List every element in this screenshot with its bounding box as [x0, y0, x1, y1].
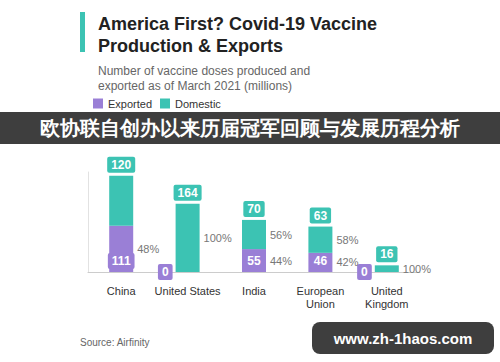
svg-text:Union: Union: [306, 298, 335, 310]
svg-text:exported as of March 2021 (mil: exported as of March 2021 (millions): [98, 79, 292, 93]
svg-text:India: India: [242, 285, 267, 297]
svg-text:46: 46: [314, 254, 328, 268]
svg-text:Domestic: Domestic: [175, 98, 221, 110]
svg-text:Kingdom: Kingdom: [365, 298, 408, 310]
svg-text:Source: Airfinity: Source: Airfinity: [80, 337, 149, 348]
svg-text:100%: 100%: [403, 263, 431, 275]
svg-text:120: 120: [111, 158, 131, 172]
svg-text:欧协联自创办以来历届冠军回顾与发展历程分析: 欧协联自创办以来历届冠军回顾与发展历程分析: [40, 117, 460, 139]
svg-text:70: 70: [247, 202, 261, 216]
svg-text:www.zh-1haos.com: www.zh-1haos.com: [333, 330, 473, 347]
svg-text:44%: 44%: [270, 255, 292, 267]
svg-text:100%: 100%: [204, 232, 232, 244]
svg-text:111: 111: [112, 254, 131, 268]
svg-text:Exported: Exported: [108, 98, 152, 110]
svg-text:0: 0: [162, 265, 169, 279]
svg-text:16: 16: [380, 247, 394, 261]
svg-text:55: 55: [247, 254, 261, 268]
svg-text:48%: 48%: [137, 243, 159, 255]
svg-text:58%: 58%: [336, 234, 358, 246]
svg-text:0: 0: [361, 265, 368, 279]
svg-text:Number of vaccine doses produc: Number of vaccine doses produced and: [98, 64, 313, 78]
svg-text:America First? Covid-19 Vaccin: America First? Covid-19 Vaccine: [98, 14, 382, 34]
svg-text:63: 63: [314, 209, 328, 223]
svg-text:Production & Exports: Production & Exports: [98, 36, 283, 56]
svg-text:56%: 56%: [270, 229, 292, 241]
svg-text:China: China: [107, 285, 137, 297]
svg-text:United: United: [371, 285, 403, 297]
svg-text:164: 164: [178, 186, 198, 200]
svg-text:United States: United States: [155, 285, 222, 297]
svg-text:European: European: [297, 285, 345, 297]
svg-text:42%: 42%: [336, 256, 358, 268]
